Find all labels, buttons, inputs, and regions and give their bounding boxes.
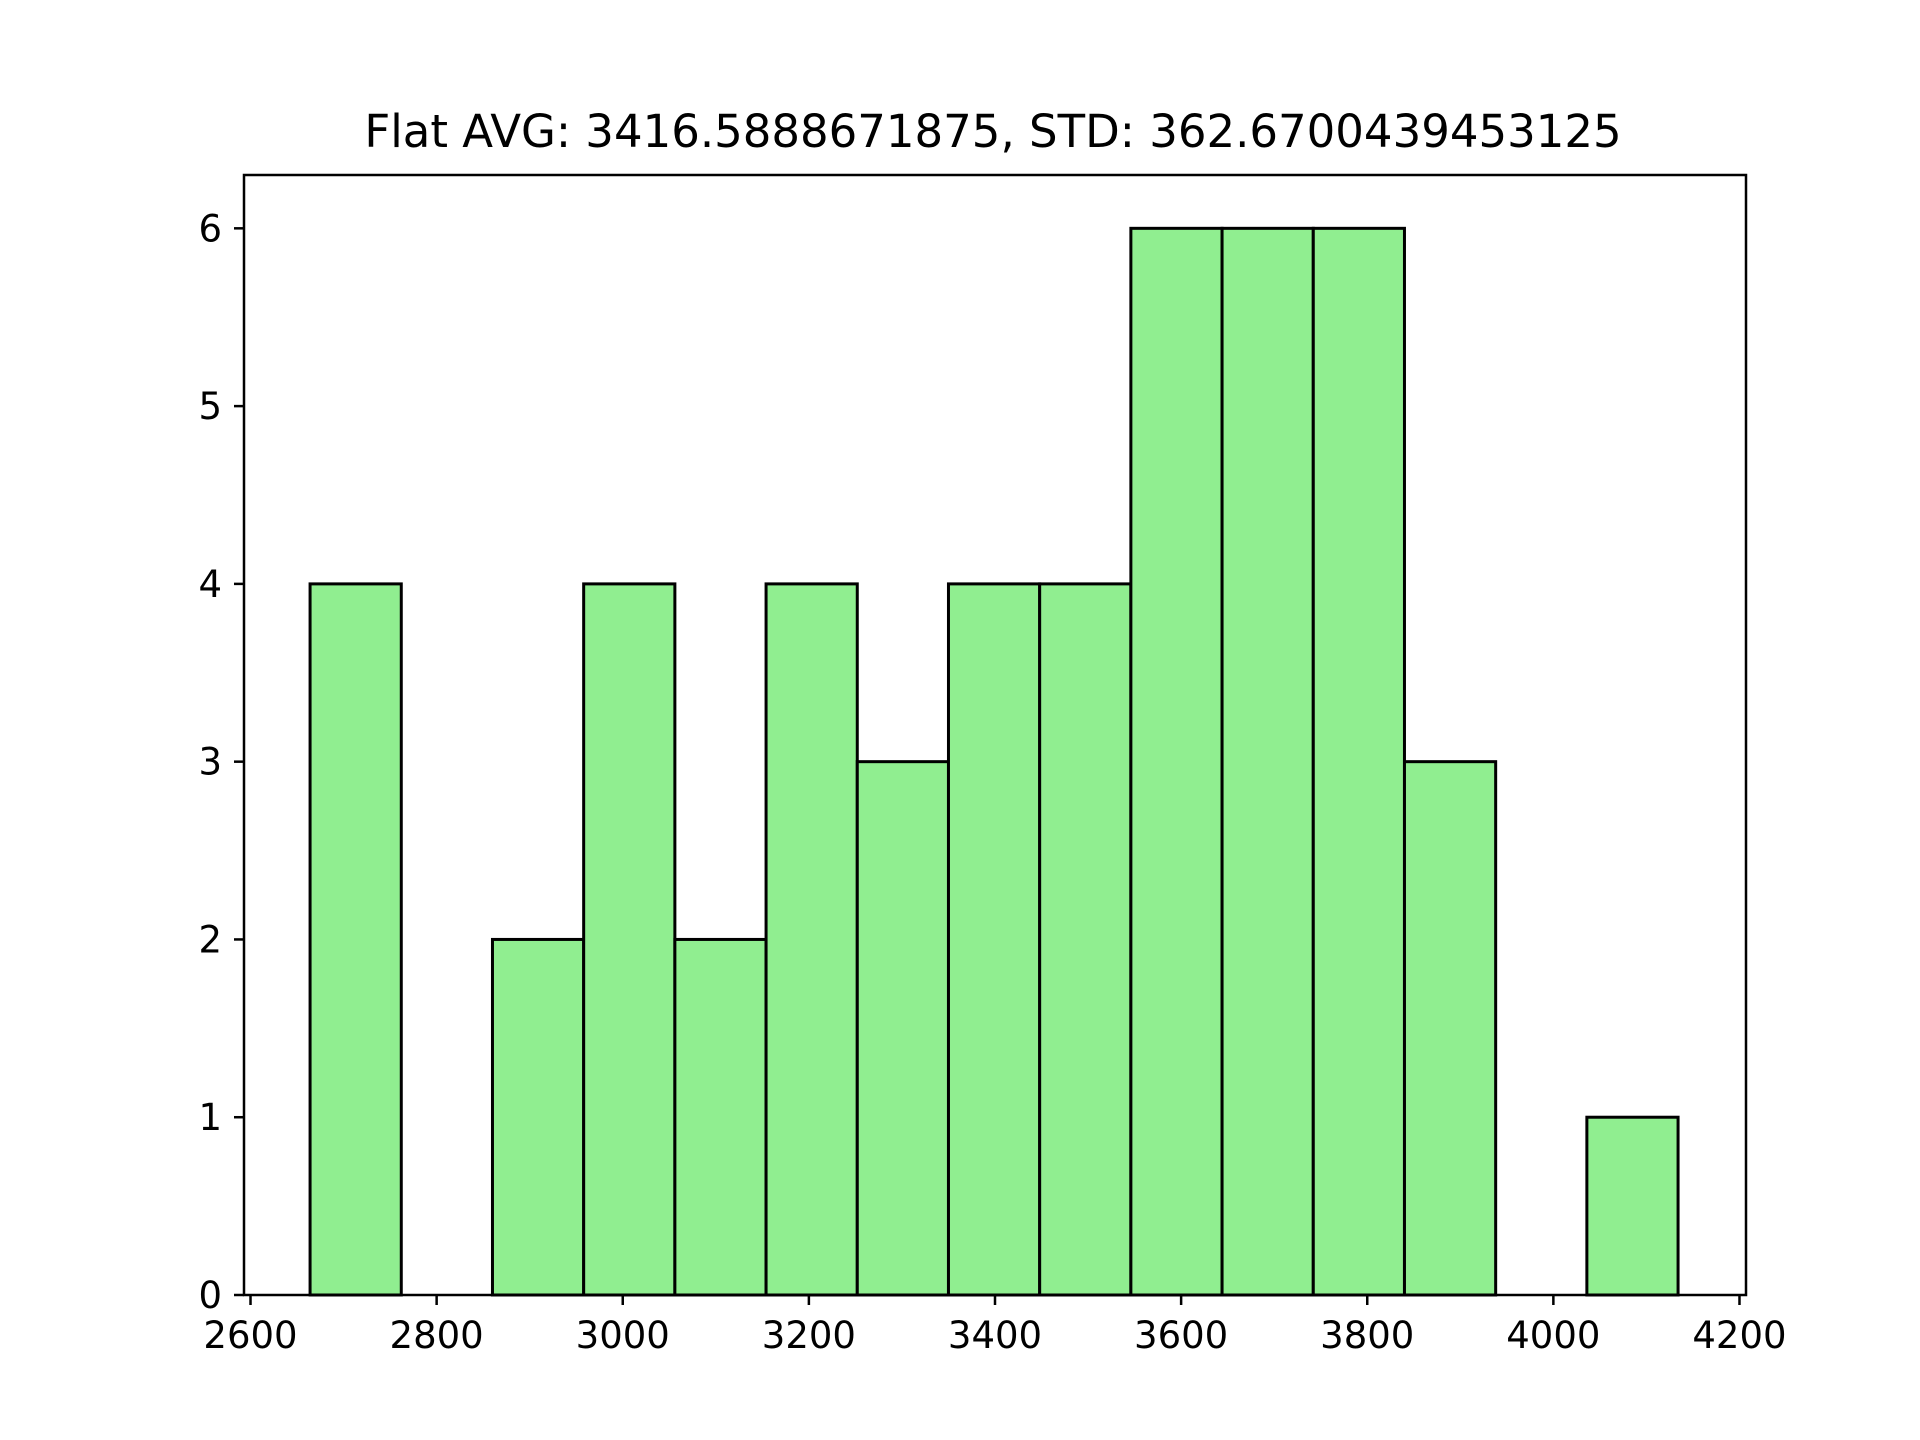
- y-tick-label: 0: [198, 1274, 222, 1317]
- histogram-bar-11: [1220, 226, 1315, 1297]
- y-tick-label: 5: [198, 385, 222, 428]
- x-tick-label: 4000: [1506, 1314, 1600, 1357]
- histogram-bar-10: [1129, 226, 1224, 1297]
- y-tick-label: 1: [198, 1096, 222, 1139]
- chart-title: Flat AVG: 3416.5888671875, STD: 362.6700…: [364, 105, 1621, 158]
- x-tick-label: 2800: [390, 1314, 484, 1357]
- histogram-bar-1: [308, 582, 403, 1297]
- x-axis: 2600 2800 3000 3200 3400 3600 3800 4000 4200: [203, 1295, 1787, 1357]
- histogram-bar-13: [1402, 760, 1498, 1297]
- histogram-bar-7: [855, 760, 950, 1297]
- y-tick-label: 3: [198, 741, 222, 784]
- x-tick-label: 3200: [762, 1314, 856, 1357]
- histogram-bar-9: [1038, 582, 1133, 1297]
- x-tick-label: 3600: [1134, 1314, 1228, 1357]
- histogram-bar-6: [764, 582, 859, 1297]
- y-axis: 0 1 2 3 4 5 6: [198, 207, 244, 1317]
- histogram-bar-4: [582, 582, 677, 1297]
- histogram-bar-15: [1585, 1115, 1680, 1297]
- y-tick-label: 2: [198, 918, 222, 961]
- y-tick-label: 4: [198, 563, 222, 606]
- histogram-bar-3: [490, 937, 586, 1297]
- histogram-bar-12: [1311, 226, 1406, 1297]
- x-tick-label: 4200: [1692, 1314, 1786, 1357]
- histogram-bar-8: [946, 582, 1042, 1297]
- y-tick-label: 6: [198, 207, 222, 250]
- bars-layer: [308, 226, 1680, 1297]
- histogram-bar-5: [673, 937, 768, 1297]
- x-tick-label: 3000: [576, 1314, 670, 1357]
- x-tick-label: 3400: [948, 1314, 1042, 1357]
- x-tick-label: 2600: [203, 1314, 297, 1357]
- x-tick-label: 3800: [1320, 1314, 1414, 1357]
